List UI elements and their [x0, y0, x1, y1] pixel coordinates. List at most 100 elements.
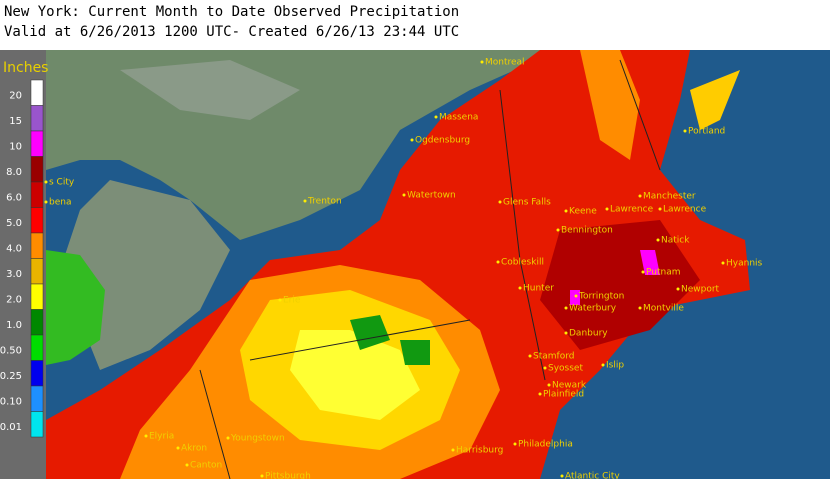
- city-label: Massena: [439, 113, 478, 123]
- state-border: [249, 319, 471, 361]
- city-dot: [278, 298, 282, 302]
- legend-swatch: [30, 258, 44, 285]
- legend-label: 20: [9, 90, 22, 101]
- city-dot: [44, 180, 48, 184]
- state-border: [199, 369, 231, 479]
- legend-label: 5.0: [6, 218, 22, 229]
- legend-label: 2.0: [6, 294, 22, 305]
- legend-label: 10: [9, 141, 22, 152]
- city-label: Glens Falls: [503, 198, 551, 208]
- legend-label: 6.0: [6, 192, 22, 203]
- legend-label: 4.0: [6, 243, 22, 254]
- city-label: Stamford: [533, 352, 574, 362]
- city-label: Harrisburg: [456, 446, 503, 456]
- city-label: Trenton: [307, 197, 342, 207]
- city-dot: [605, 207, 609, 211]
- city-label: Lawrence: [663, 205, 707, 215]
- rain-green-west: [46, 250, 105, 365]
- rain-yellow-light: [290, 330, 420, 420]
- city-label: Youngstown: [230, 434, 285, 444]
- city-label: s City: [49, 178, 75, 188]
- city-dot: [641, 270, 645, 274]
- city-label: Newark: [552, 381, 587, 391]
- city-label: Waterbury: [569, 304, 617, 314]
- city-dot: [144, 434, 148, 438]
- legend-label: 1.0: [6, 320, 22, 331]
- title: New York: Current Month to Date Observed…: [4, 4, 460, 20]
- city-label: Islip: [606, 361, 624, 371]
- city-label: Newport: [681, 285, 720, 295]
- city-dot: [656, 238, 660, 242]
- legend-swatch: [30, 309, 44, 336]
- city-label: Bennington: [561, 226, 613, 236]
- city-dot: [560, 474, 564, 478]
- city-dot: [176, 446, 180, 450]
- city-dot: [564, 209, 568, 213]
- city-label: Akron: [181, 444, 207, 454]
- city-label: Pittsburgh: [265, 472, 311, 479]
- city-label: Manchester: [643, 192, 696, 202]
- city-dot: [574, 294, 578, 298]
- land-relief: [60, 180, 230, 370]
- city-label: Montreal: [485, 58, 525, 68]
- legend-label: 15: [9, 116, 22, 127]
- legend-swatch: [30, 79, 44, 106]
- legend-swatch: [30, 283, 44, 310]
- city-dot: [303, 199, 307, 203]
- city-dot: [185, 463, 189, 467]
- city-label: Natick: [661, 236, 690, 246]
- city-dot: [638, 194, 642, 198]
- rain-orange-north: [580, 50, 640, 160]
- rain-yellow-north: [690, 70, 740, 130]
- city-label: Cobleskill: [501, 258, 544, 268]
- city-label: Erie: [283, 296, 301, 306]
- legend-swatch: [30, 411, 44, 438]
- city-dot: [410, 138, 414, 142]
- city-dot: [547, 383, 551, 387]
- city-dot: [518, 286, 522, 290]
- city-dot: [480, 60, 484, 64]
- relief: [120, 60, 300, 120]
- city-dot: [676, 287, 680, 291]
- state-border: [619, 59, 661, 171]
- legend-title: Inches: [3, 60, 48, 76]
- legend-swatch: [30, 334, 44, 361]
- city-label: Putnam: [646, 268, 681, 278]
- city-label: Portland: [688, 127, 725, 137]
- rain-darkred: [540, 220, 700, 350]
- legend-swatch: [30, 105, 44, 132]
- city-dot: [402, 193, 406, 197]
- city-label: Plainfield: [543, 390, 584, 400]
- legend-label: 0.10: [0, 396, 22, 407]
- rain-green: [350, 315, 430, 365]
- city-label: Keene: [569, 207, 597, 217]
- city-label: Elyria: [149, 432, 174, 442]
- legend-label: 3.0: [6, 269, 22, 280]
- city-label: Danbury: [569, 329, 608, 339]
- legend-swatch: [30, 130, 44, 157]
- city-label: Atlantic City: [565, 472, 620, 479]
- city-dot: [496, 260, 500, 264]
- map: Inches 20 15 10 8.0 6.0 5.0 4.0 3.0 2.0 1.0 0.50 0.…: [0, 50, 830, 479]
- legend-swatch: [30, 360, 44, 387]
- state-border: [499, 89, 546, 381]
- city-dot: [513, 442, 517, 446]
- legend-label: 0.01: [0, 422, 22, 433]
- city-dot: [528, 354, 532, 358]
- city-dot: [564, 306, 568, 310]
- legend-label: 0.50: [0, 345, 22, 356]
- city-label: Hunter: [523, 284, 554, 294]
- legend-swatch: [30, 385, 44, 412]
- city-label: Watertown: [407, 191, 456, 201]
- city-label: Ogdensburg: [415, 136, 470, 146]
- legend-swatch: [30, 156, 44, 183]
- city-dot: [538, 392, 542, 396]
- legend-label: 0.25: [0, 371, 22, 382]
- legend-swatch: [30, 232, 44, 259]
- legend-swatch: [30, 181, 44, 208]
- city-dot: [434, 115, 438, 119]
- city-dot: [226, 436, 230, 440]
- legend-label: 8.0: [6, 167, 22, 178]
- city-dot: [260, 474, 264, 478]
